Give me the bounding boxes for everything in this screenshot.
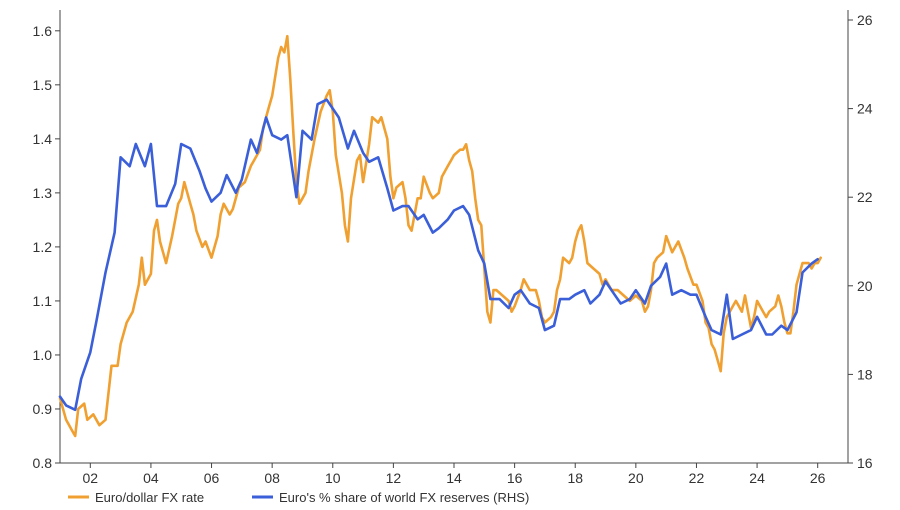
left-tick-label: 1.5 bbox=[33, 77, 53, 93]
x-tick-label: 04 bbox=[143, 470, 159, 486]
series-line-euro-dollar bbox=[58, 34, 822, 438]
x-tick-label: 22 bbox=[689, 470, 705, 486]
x-axis-ticks: 02 04 06 08 10 12 14 16 18 20 22 24 26 bbox=[83, 463, 826, 486]
left-tick-label: 1.1 bbox=[33, 293, 53, 309]
x-tick-label: 06 bbox=[204, 470, 220, 486]
legend: Euro/dollar FX rate Euro's % share of wo… bbox=[68, 490, 529, 505]
x-tick-label: 10 bbox=[325, 470, 341, 486]
right-tick-label: 24 bbox=[857, 101, 873, 117]
x-tick-label: 12 bbox=[386, 470, 402, 486]
legend-label-euro-dollar: Euro/dollar FX rate bbox=[95, 490, 204, 505]
series-lines bbox=[58, 34, 822, 438]
right-tick-label: 22 bbox=[857, 189, 873, 205]
right-axis-ticks: 16 18 20 22 24 26 bbox=[848, 12, 873, 471]
series-line-euro-reserves-share bbox=[58, 98, 819, 412]
left-tick-label: 1.4 bbox=[33, 131, 53, 147]
x-tick-label: 26 bbox=[810, 470, 826, 486]
x-tick-label: 18 bbox=[567, 470, 583, 486]
left-tick-label: 1.6 bbox=[33, 23, 53, 39]
left-axis-ticks: 0.8 0.9 1.0 1.1 1.2 1.3 1.4 1.5 1.6 bbox=[33, 23, 60, 471]
legend-label-euro-reserves-share: Euro's % share of world FX reserves (RHS… bbox=[279, 490, 529, 505]
left-tick-label: 0.9 bbox=[33, 401, 53, 417]
left-tick-label: 1.3 bbox=[33, 185, 53, 201]
right-tick-label: 18 bbox=[857, 366, 873, 382]
right-tick-label: 16 bbox=[857, 455, 873, 471]
x-tick-label: 08 bbox=[264, 470, 280, 486]
left-tick-label: 1.2 bbox=[33, 239, 53, 255]
left-tick-label: 0.8 bbox=[33, 455, 53, 471]
axes bbox=[59, 10, 849, 464]
x-tick-label: 02 bbox=[83, 470, 99, 486]
right-tick-label: 20 bbox=[857, 278, 873, 294]
x-tick-label: 20 bbox=[628, 470, 644, 486]
right-tick-label: 26 bbox=[857, 12, 873, 28]
x-tick-label: 24 bbox=[749, 470, 765, 486]
x-tick-label: 16 bbox=[507, 470, 523, 486]
x-tick-label: 14 bbox=[446, 470, 462, 486]
left-tick-label: 1.0 bbox=[33, 347, 53, 363]
